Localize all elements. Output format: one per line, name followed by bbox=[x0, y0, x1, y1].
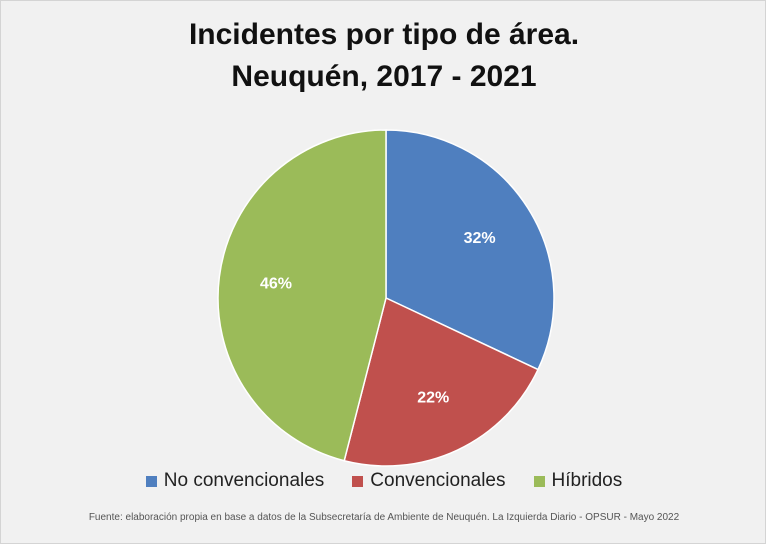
pie-slice-convencionales bbox=[343, 296, 540, 467]
legend-item-convencionales: Convencionales bbox=[352, 470, 506, 492]
legend-label-hibridos: Híbridos bbox=[551, 470, 623, 491]
legend: No convencionales Convencionales Híbrido… bbox=[0, 470, 768, 492]
source-note: Fuente: elaboración propia en base a dat… bbox=[88, 512, 680, 523]
legend-item-no-convencionales: No convencionales bbox=[145, 470, 325, 492]
chart-subtitle: Neuquén, 2017 - 2021 bbox=[231, 60, 537, 93]
legend-label-convencionales: Convencionales bbox=[370, 470, 506, 491]
legend-swatch-hibridos bbox=[533, 475, 545, 487]
legend-label-no-convencionales: No convencionales bbox=[163, 470, 325, 491]
pie-slice-no-convencionales bbox=[385, 129, 555, 371]
legend-swatch-convencionales bbox=[352, 475, 364, 487]
pie-slice-hibridos bbox=[217, 129, 387, 462]
data-label-convencionales: 22% bbox=[417, 390, 449, 407]
chart-title: Incidentes por tipo de área. bbox=[188, 18, 580, 51]
data-label-hibridos: 46% bbox=[260, 275, 292, 292]
legend-swatch-no-convencionales bbox=[145, 475, 157, 487]
legend-item-hibridos: Híbridos bbox=[533, 470, 623, 492]
data-label-no-convencionales: 32% bbox=[464, 230, 496, 247]
